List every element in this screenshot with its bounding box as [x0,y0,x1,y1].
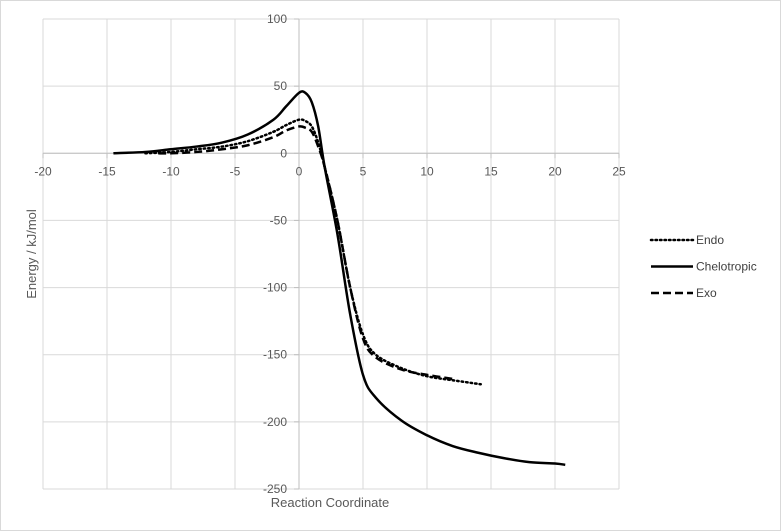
x-axis-title: Reaction Coordinate [271,495,390,510]
y-tick-label: -250 [263,482,287,496]
y-tick-label: -50 [270,213,288,227]
x-tick-label: 15 [484,164,498,178]
y-tick-label: 0 [280,146,287,160]
series-line-exo [158,125,453,381]
x-tick-label: 20 [548,164,562,178]
legend-label-endo: Endo [696,233,724,247]
y-tick-label: -150 [263,348,287,362]
x-tick-label: -10 [162,164,180,178]
legend-label-exo: Exo [696,286,717,300]
x-tick-label: -20 [34,164,52,178]
y-tick-label: 100 [267,12,287,26]
y-axis-title: Energy / kJ/mol [24,209,39,299]
tick-labels: -20 -15 -10 -5 0 5 10 15 20 25100500-50-100-150-2… [34,12,626,496]
legend: Endo Chelotropic Exo [649,233,757,300]
x-tick-label: -15 [98,164,116,178]
x-tick-label: 10 [420,164,434,178]
x-tick-label: -5 [230,164,241,178]
y-tick-label: -200 [263,415,287,429]
x-tick-label: 25 [612,164,626,178]
y-tick-label: 50 [274,79,288,93]
y-tick-label: -100 [263,281,287,295]
legend-label-chelotropic: Chelotropic [696,260,757,274]
x-tick-label: 5 [360,164,367,178]
x-tick-label: 0 [296,164,303,178]
series-line-endo [144,118,483,386]
series-lines [113,90,566,467]
